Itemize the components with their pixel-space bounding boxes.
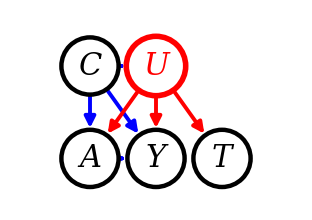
Text: Y: Y [146, 143, 166, 174]
Text: C: C [78, 51, 102, 81]
Text: T: T [212, 143, 232, 174]
Circle shape [193, 130, 251, 187]
Text: U: U [143, 51, 169, 81]
Circle shape [61, 37, 119, 95]
Text: A: A [79, 143, 101, 174]
Circle shape [127, 130, 185, 187]
Circle shape [61, 130, 119, 187]
Circle shape [126, 36, 186, 96]
